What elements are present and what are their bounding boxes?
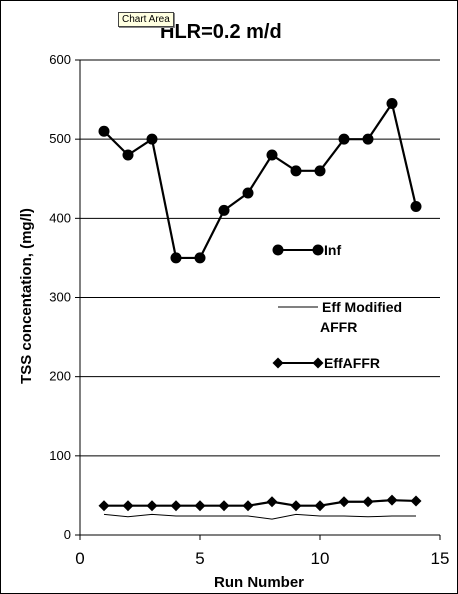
data-point — [314, 165, 326, 177]
x-axis-title: Run Number — [214, 574, 304, 591]
data-point — [242, 500, 254, 512]
data-point — [146, 500, 158, 512]
data-point — [122, 500, 134, 512]
data-point — [98, 125, 110, 137]
data-point — [242, 187, 254, 199]
data-point — [194, 252, 206, 264]
gridlines — [80, 59, 440, 457]
data-point — [122, 149, 134, 161]
y-tick-label: 0 — [64, 527, 71, 542]
legend-marker — [272, 357, 284, 369]
data-point — [266, 496, 278, 508]
axes: 0 100 200 300 400 500 600 0 5 10 15 — [49, 52, 449, 568]
x-tick-label: 15 — [431, 549, 450, 568]
data-point — [386, 494, 398, 506]
y-tick-label: 100 — [49, 448, 71, 463]
data-point — [170, 500, 182, 512]
series-line-0 — [103, 100, 418, 260]
data-point — [218, 500, 230, 512]
y-tick-label: 200 — [49, 369, 71, 384]
x-tick-label: 10 — [311, 549, 330, 568]
legend-label: Inf — [324, 242, 341, 258]
chart-area-tooltip: Chart Area — [118, 12, 174, 27]
y-tick-label: 500 — [49, 131, 71, 146]
data-point — [170, 252, 182, 264]
data-point — [290, 500, 302, 512]
data-point — [218, 204, 230, 216]
x-tick-label: 5 — [195, 549, 204, 568]
series-layer — [98, 98, 422, 520]
legend: Inf Eff Modified AFFR EffAFFR — [272, 242, 402, 371]
data-point — [314, 500, 326, 512]
data-point — [146, 133, 158, 145]
data-point — [386, 98, 398, 110]
y-axis-title: TSS concentation, (mg/l) — [18, 208, 35, 384]
chart-title: HLR=0.2 m/d — [160, 21, 282, 43]
data-point — [410, 495, 422, 507]
data-point — [338, 496, 350, 508]
data-point — [338, 133, 350, 145]
series-line-1 — [103, 513, 416, 520]
y-tick-label: 300 — [49, 290, 71, 305]
data-point — [410, 200, 422, 212]
data-point — [266, 149, 278, 161]
data-point — [362, 133, 374, 145]
legend-label: EffAFFR — [324, 355, 380, 371]
y-tick-label: 400 — [49, 210, 71, 225]
legend-marker — [312, 357, 324, 369]
x-tick-label: 0 — [75, 549, 84, 568]
data-point — [290, 165, 302, 177]
legend-marker — [272, 244, 284, 256]
data-point — [194, 500, 206, 512]
data-point — [362, 496, 374, 508]
legend-marker — [312, 244, 324, 256]
y-tick-label: 600 — [49, 52, 71, 67]
data-point — [98, 500, 110, 512]
legend-label: Eff Modified AFFR — [320, 299, 402, 335]
